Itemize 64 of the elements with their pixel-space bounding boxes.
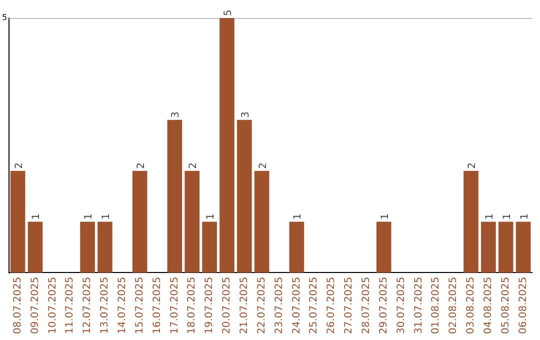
data-label: 1 <box>31 213 42 220</box>
x-tick-label: 19.07.2025 <box>204 276 216 334</box>
x-tick-label: 24.07.2025 <box>291 276 302 334</box>
bar <box>481 222 496 273</box>
bar <box>98 222 112 273</box>
x-tick-label: 12.07.2025 <box>82 276 94 334</box>
x-tick-label: 09.07.2025 <box>30 276 41 334</box>
bar <box>184 170 200 273</box>
data-label: 2 <box>466 162 478 169</box>
x-tick-label: 28.07.2025 <box>361 276 372 334</box>
data-label: 2 <box>188 162 200 169</box>
bar <box>254 170 270 273</box>
bar <box>236 120 252 273</box>
x-tick-label: 26.07.2025 <box>326 276 338 334</box>
x-tick-label: 21.07.2025 <box>238 276 250 334</box>
x-tick-label: 27.07.2025 <box>344 276 355 334</box>
x-tick-label: 03.08.2025 <box>466 276 477 334</box>
bar <box>10 170 26 273</box>
x-tick-label: 04.08.2025 <box>483 276 494 334</box>
data-label: 1 <box>519 213 530 220</box>
x-tick-label: 30.07.2025 <box>396 276 407 334</box>
data-label: 1 <box>502 213 513 220</box>
x-tick-label: 06.08.2025 <box>518 276 529 334</box>
x-tick-label: 18.07.2025 <box>186 276 198 334</box>
data-label: 1 <box>84 213 95 220</box>
data-label: 1 <box>484 213 496 220</box>
x-tick-label: 08.07.2025 <box>12 276 24 334</box>
x-tick-label: 20.07.2025 <box>222 276 233 334</box>
x-tick-label: 16.07.2025 <box>152 276 163 334</box>
bar <box>289 222 304 273</box>
bar <box>376 222 392 273</box>
bar <box>28 222 43 273</box>
x-tick-label: 02.08.2025 <box>448 276 460 334</box>
bar <box>80 222 95 273</box>
x-tick-label: 14.07.2025 <box>116 276 128 334</box>
bar <box>132 170 148 273</box>
data-label: 5 <box>222 10 234 16</box>
x-tick-label: 01.08.2025 <box>430 276 442 334</box>
bar <box>220 18 234 273</box>
x-tick-label: 23.07.2025 <box>274 276 285 334</box>
x-tick-label: 15.07.2025 <box>134 276 146 334</box>
bar <box>516 222 531 273</box>
x-tick-label: 31.07.2025 <box>413 276 424 334</box>
x-tick-label: 17.07.2025 <box>169 276 180 334</box>
x-tick-label: 25.07.2025 <box>308 276 320 334</box>
x-tick-label: 13.07.2025 <box>100 276 111 334</box>
bar <box>167 120 182 273</box>
data-label: 3 <box>240 112 252 118</box>
data-label: 2 <box>14 162 25 169</box>
data-label: 2 <box>258 162 269 169</box>
x-tick-label: 22.07.2025 <box>256 276 268 334</box>
data-label: 1 <box>100 213 112 220</box>
x-tick-label: 10.07.2025 <box>47 276 58 334</box>
data-label: 3 <box>170 112 182 118</box>
data-label: 1 <box>292 213 304 220</box>
bar <box>202 222 217 273</box>
x-tick-label: 11.07.2025 <box>64 276 76 334</box>
data-label: 1 <box>380 213 391 220</box>
data-label: 1 <box>206 213 217 220</box>
x-tick-label: 05.08.2025 <box>500 276 512 334</box>
bar <box>464 170 478 273</box>
x-tick-label: 29.07.2025 <box>378 276 390 334</box>
data-label: 2 <box>136 162 147 169</box>
bar <box>498 222 514 273</box>
